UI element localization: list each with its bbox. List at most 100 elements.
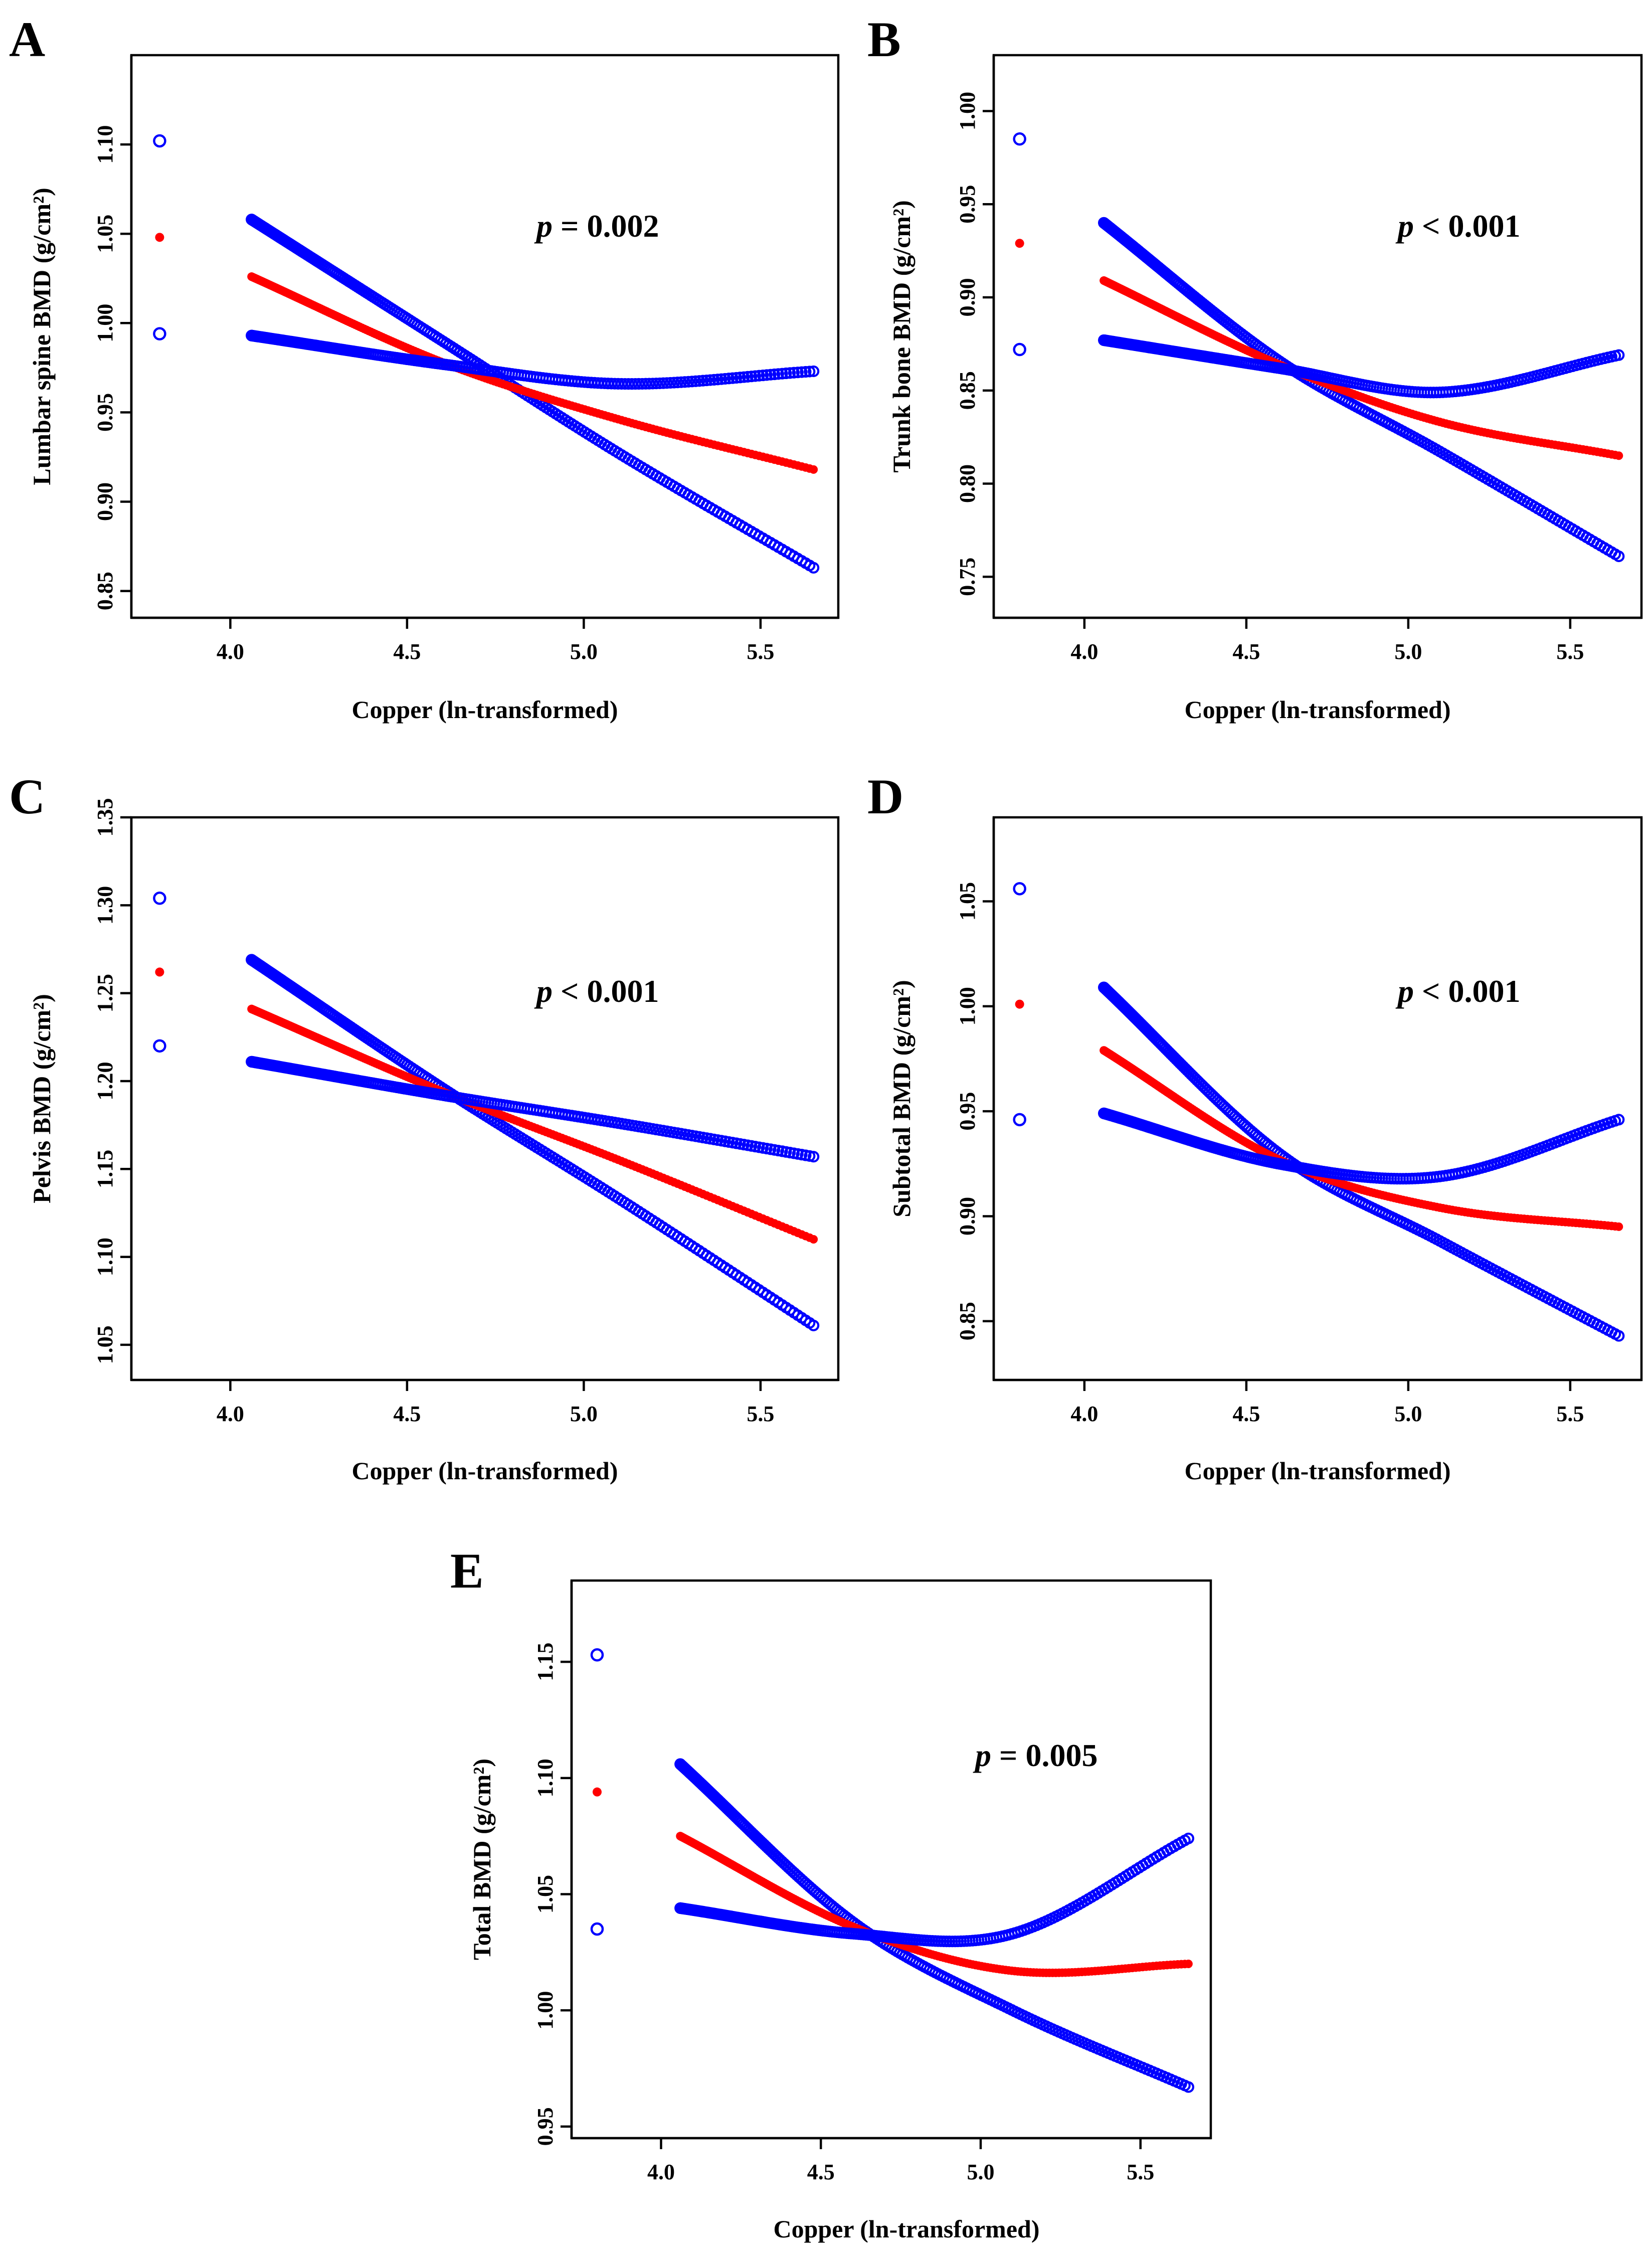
fit-point [809, 465, 818, 474]
axis-ticks-c: 4.0 4.5 5.0 5.5 1.05 1.10 1.15 1.20 1.25 1.30 1.35 [93, 798, 774, 1427]
outlier-lower-ci-point [153, 1039, 166, 1053]
p-value-annotation-e: p = 0.005 [973, 1737, 1097, 1773]
x-axis-title-e: Copper (ln-transformed) [774, 2215, 1040, 2243]
p-symbol-b: p [1395, 208, 1414, 244]
ci-point [792, 367, 804, 379]
x-tick-label-d: 5.5 [1556, 1402, 1584, 1426]
y-tick-label-d: 0.95 [955, 1092, 980, 1131]
x-tick-label-c: 4.5 [393, 1402, 421, 1426]
panel-letter-c: C [9, 769, 45, 824]
y-tick-label-b: 0.90 [955, 278, 980, 316]
axis-ticks-e: 4.0 4.5 5.0 5.5 0.95 1.00 1.05 1.10 1.15 [533, 1643, 1154, 2184]
p-value-annotation-c: p < 0.001 [534, 973, 659, 1009]
fit-point [1614, 1222, 1623, 1231]
ci-point [780, 367, 792, 380]
x-tick-label-a: 5.5 [747, 639, 774, 664]
outlier-upper-ci-point [1013, 132, 1026, 146]
p-symbol-e: p [973, 1737, 991, 1773]
y-tick-label-e: 0.95 [533, 2107, 558, 2146]
ci-point [765, 369, 777, 381]
series-a-lower-ci [246, 329, 820, 390]
x-tick-label-b: 5.5 [1556, 639, 1584, 664]
data-marks-c [153, 892, 820, 1331]
series-e-lower-ci [674, 1832, 1194, 1948]
data-marks-d [1013, 882, 1625, 1342]
ci-point [757, 369, 769, 382]
ci-point [1182, 2081, 1194, 2093]
y-axis-title-c: Pelvis BMD (g/cm²) [28, 994, 56, 1203]
series-b-lower-ci [1098, 334, 1625, 399]
x-tick-label-c: 4.0 [217, 1402, 244, 1426]
ci-point [1613, 550, 1625, 562]
ci-point [804, 366, 816, 378]
x-axis-title-c: Copper (ln-transformed) [352, 1457, 618, 1485]
y-axis-title-d: Subtotal BMD (g/cm²) [887, 980, 915, 1217]
y-tick-label-b: 0.80 [955, 464, 980, 503]
outlier-group-e [590, 1648, 604, 1936]
x-tick-label-e: 4.5 [807, 2160, 835, 2184]
p-text-e: = 0.005 [991, 1737, 1097, 1773]
outlier-lower-ci-point [590, 1922, 604, 1936]
outlier-group-d [1013, 882, 1026, 1127]
y-tick-label-b: 0.75 [955, 558, 980, 596]
x-tick-label-e: 5.0 [967, 2160, 995, 2184]
y-tick-label-e: 1.05 [533, 1875, 558, 1913]
y-tick-label-d: 0.90 [955, 1197, 980, 1236]
y-tick-label-c: 1.30 [93, 886, 117, 925]
y-axis-title-b: Trunk bone BMD (g/cm²) [887, 200, 915, 472]
ci-point [1613, 349, 1625, 361]
y-tick-label-d: 1.05 [955, 882, 980, 921]
ci-point [769, 368, 781, 381]
y-tick-label-c: 1.20 [93, 1062, 117, 1100]
y-tick-label-c: 1.25 [93, 974, 117, 1012]
p-value-annotation-d: p < 0.001 [1395, 973, 1520, 1009]
y-tick-label-b: 0.85 [955, 371, 980, 410]
y-tick-label-a: 1.10 [93, 125, 117, 164]
panel-letter-a: A [9, 12, 45, 67]
x-tick-label-d: 4.5 [1232, 1402, 1260, 1426]
axis-ticks-b: 4.0 4.5 5.0 5.5 0.75 0.80 0.85 0.90 0.95 1.00 [955, 92, 1584, 664]
ci-point [800, 366, 812, 378]
y-tick-label-c: 1.15 [93, 1150, 117, 1188]
panel-b: B 4.0 4.5 5.0 5.5 0.75 0.80 0.85 0.90 0.95 1.00 p… [867, 12, 1643, 724]
plot-frame-b [992, 54, 1643, 619]
ci-point [808, 562, 820, 574]
series-c-lower-ci [246, 1056, 820, 1163]
ci-point [784, 367, 796, 379]
ci-point [753, 370, 765, 382]
ci-point [788, 367, 800, 379]
fit-point [1184, 1960, 1193, 1968]
outlier-lower-ci-point [1013, 1113, 1026, 1127]
ci-point [749, 370, 762, 382]
panel-a: A 4.0 4.5 5.0 5.5 0.85 0.90 0.95 1.00 1.05 1.10 p… [9, 12, 840, 724]
y-axis-title-a: Lumbar spine BMD (g/cm²) [28, 188, 56, 485]
ci-point [776, 368, 788, 380]
panel-e: E 4.0 4.5 5.0 5.5 0.95 1.00 1.05 1.10 1.15 p = 0… [450, 1543, 1212, 2243]
outlier-group-b [1013, 132, 1026, 357]
y-tick-label-c: 1.35 [93, 798, 117, 837]
y-tick-label-e: 1.00 [533, 1991, 558, 2030]
axis-ticks-d: 4.0 4.5 5.0 5.5 0.85 0.90 0.95 1.00 1.05 [955, 882, 1584, 1426]
series-d-upper-ci [1098, 981, 1625, 1342]
series-c-fit [247, 1004, 818, 1244]
x-tick-label-d: 4.0 [1070, 1402, 1098, 1426]
x-tick-label-c: 5.5 [747, 1402, 774, 1426]
ci-point [1613, 1330, 1625, 1342]
outlier-group-c [153, 892, 166, 1053]
x-tick-label-d: 5.0 [1394, 1402, 1422, 1426]
p-text-c: < 0.001 [553, 973, 659, 1009]
outlier-upper-ci-point [590, 1648, 604, 1662]
x-tick-label-b: 4.5 [1232, 639, 1260, 664]
outlier-group-a [153, 134, 166, 340]
y-axis-title-e: Total BMD (g/cm²) [468, 1759, 496, 1960]
y-tick-label-c: 1.10 [93, 1238, 117, 1276]
x-tick-label-a: 5.0 [570, 639, 598, 664]
y-tick-label-a: 1.00 [93, 304, 117, 342]
panel-letter-b: B [867, 12, 901, 67]
y-tick-label-a: 0.90 [93, 482, 117, 521]
ci-point [808, 1319, 820, 1331]
outlier-lower-ci-point [153, 327, 166, 340]
axis-ticks-a: 4.0 4.5 5.0 5.5 0.85 0.90 0.95 1.00 1.05 1.10 [93, 125, 774, 664]
outlier-fit-point [1015, 239, 1024, 248]
